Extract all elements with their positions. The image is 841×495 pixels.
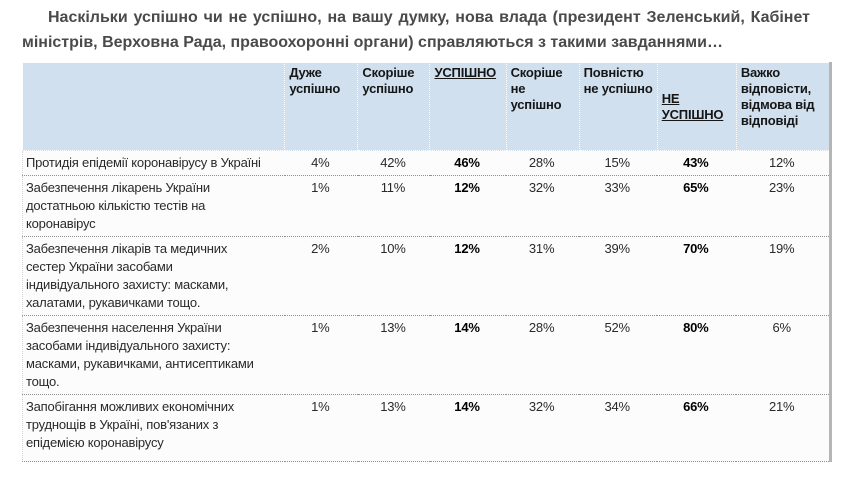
value-cell-successful-total: 46% <box>454 155 480 170</box>
value-cell-successful-total: 12% <box>429 236 507 316</box>
value-cell: 1% <box>284 394 358 462</box>
header-label: Дуже успішно <box>289 65 341 96</box>
value-cell-successful-total: 14% <box>429 315 507 395</box>
value-cell: 42% <box>380 155 406 170</box>
table-row: Протидія епідемії коронавірусу в Україні… <box>23 151 831 176</box>
value-cell: 32% <box>506 175 580 237</box>
value-cell: 19% <box>736 236 831 316</box>
value-cell: 33% <box>579 175 658 237</box>
value-cell: 15% <box>604 155 630 170</box>
header-label: Повністю не успішно <box>583 65 653 96</box>
value-cell: 1% <box>284 315 358 395</box>
table-row: Запобігання можливих економічних труднощ… <box>22 394 831 462</box>
header-unsuccessful-total: НЕ УСПІШНО <box>656 62 737 151</box>
header-rather-unsuccessful: Скоріше не успішно <box>505 62 580 151</box>
header-hard-to-answer: Важко відповісти, відмова від відповіді <box>735 62 832 151</box>
value-cell: 21% <box>736 394 831 462</box>
value-cell-unsuccessful-total: 80% <box>657 315 737 395</box>
table-row: Забезпечення населення України засобами … <box>22 315 831 395</box>
value-cell: 28% <box>528 155 555 170</box>
results-table: Дуже успішно Скоріше успішно УСПІШНО Ско… <box>21 62 832 462</box>
table-row: Забезпечення лікарів та медичних сестер … <box>22 236 831 316</box>
header-label: УСПІШНО <box>434 65 497 80</box>
value-cell: 23% <box>736 175 831 237</box>
row-label: Протидія епідемії коронавірусу в Україні <box>26 155 261 170</box>
value-cell: 28% <box>506 315 580 395</box>
value-cell: 12% <box>768 155 795 170</box>
table-row: Забезпечення лікарень України достатньою… <box>22 175 831 237</box>
header-completely-unsuccessful: Повністю не успішно <box>578 62 658 151</box>
value-cell: 34% <box>579 394 658 462</box>
row-label: Забезпечення лікарень України достатньою… <box>22 175 285 237</box>
value-cell: 6% <box>736 315 831 395</box>
header-rather-successful: Скоріше успішно <box>357 62 431 151</box>
survey-question-title: Наскільки успішно чи не успішно, на вашу… <box>22 9 810 51</box>
value-cell: 10% <box>357 236 430 316</box>
value-cell-successful-total: 14% <box>429 394 507 462</box>
value-cell: 11% <box>357 175 430 237</box>
value-cell: 32% <box>506 394 580 462</box>
row-label: Забезпечення населення України засобами … <box>22 315 285 395</box>
row-label: Забезпечення лікарів та медичних сестер … <box>22 236 285 316</box>
value-cell: 2% <box>284 236 358 316</box>
value-cell-successful-total: 12% <box>429 175 507 237</box>
value-cell: 13% <box>357 315 430 395</box>
value-cell-unsuccessful-total: 70% <box>657 236 737 316</box>
value-cell: 4% <box>311 155 330 170</box>
header-label: Скоріше не успішно <box>510 65 563 112</box>
table-body: Протидія епідемії коронавірусу в Україні… <box>22 151 831 462</box>
value-cell: 13% <box>357 394 430 462</box>
value-cell-unsuccessful-total: 43% <box>683 155 709 170</box>
value-cell-unsuccessful-total: 65% <box>657 175 737 237</box>
header-label: Скоріше успішно <box>362 65 415 96</box>
value-cell: 39% <box>579 236 658 316</box>
value-cell: 52% <box>579 315 658 395</box>
value-cell: 1% <box>284 175 358 237</box>
header-successful-total: УСПІШНО <box>429 62 507 151</box>
header-label: НЕ УСПІШНО <box>661 90 724 122</box>
header-row: Дуже успішно Скоріше успішно УСПІШНО Ско… <box>21 62 832 151</box>
value-cell: 31% <box>506 236 580 316</box>
table-header: Дуже успішно Скоріше успішно УСПІШНО Ско… <box>21 62 832 151</box>
header-very-successful: Дуже успішно <box>284 62 359 151</box>
header-corner-cell <box>21 62 286 151</box>
row-label: Запобігання можливих економічних труднощ… <box>22 394 285 462</box>
value-cell-unsuccessful-total: 66% <box>657 394 737 462</box>
header-label: Важко відповісти, відмова від відповіді <box>740 65 815 128</box>
